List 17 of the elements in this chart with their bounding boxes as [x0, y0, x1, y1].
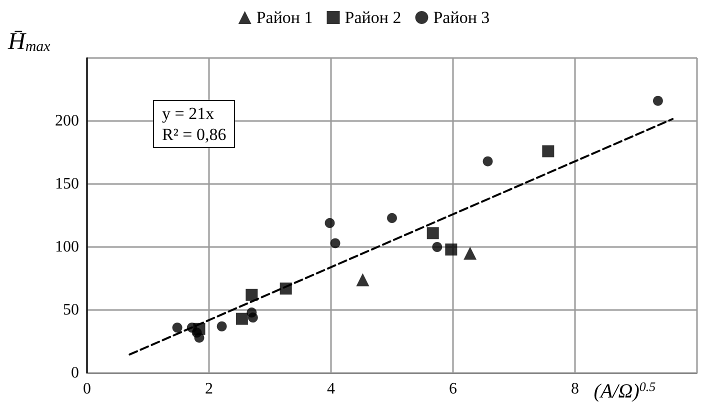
x-tick-label: 2: [205, 380, 213, 398]
x-tick-label: 8: [571, 380, 579, 398]
x-tick-label: 0: [83, 380, 91, 398]
y-tick-label: 50: [63, 302, 79, 318]
y-tick-label: 150: [55, 176, 79, 192]
y-tick-label: 200: [55, 112, 79, 130]
legend-label: Район 1: [256, 8, 313, 27]
x-tick-label: 6: [449, 380, 457, 398]
y-tick-label: 0: [71, 364, 79, 382]
legend-label: Район 2: [344, 8, 402, 27]
legend-label: Район 3: [433, 8, 490, 27]
annotation: R² = 0,86: [162, 124, 226, 145]
y-axis-title: H̄max: [7, 29, 51, 55]
x-tick-label: 4: [327, 380, 335, 398]
annotation: y = 21x: [162, 103, 216, 124]
y-tick-label: 100: [55, 238, 79, 256]
equation-box: y = 21x R² = 0,86: [153, 100, 236, 148]
